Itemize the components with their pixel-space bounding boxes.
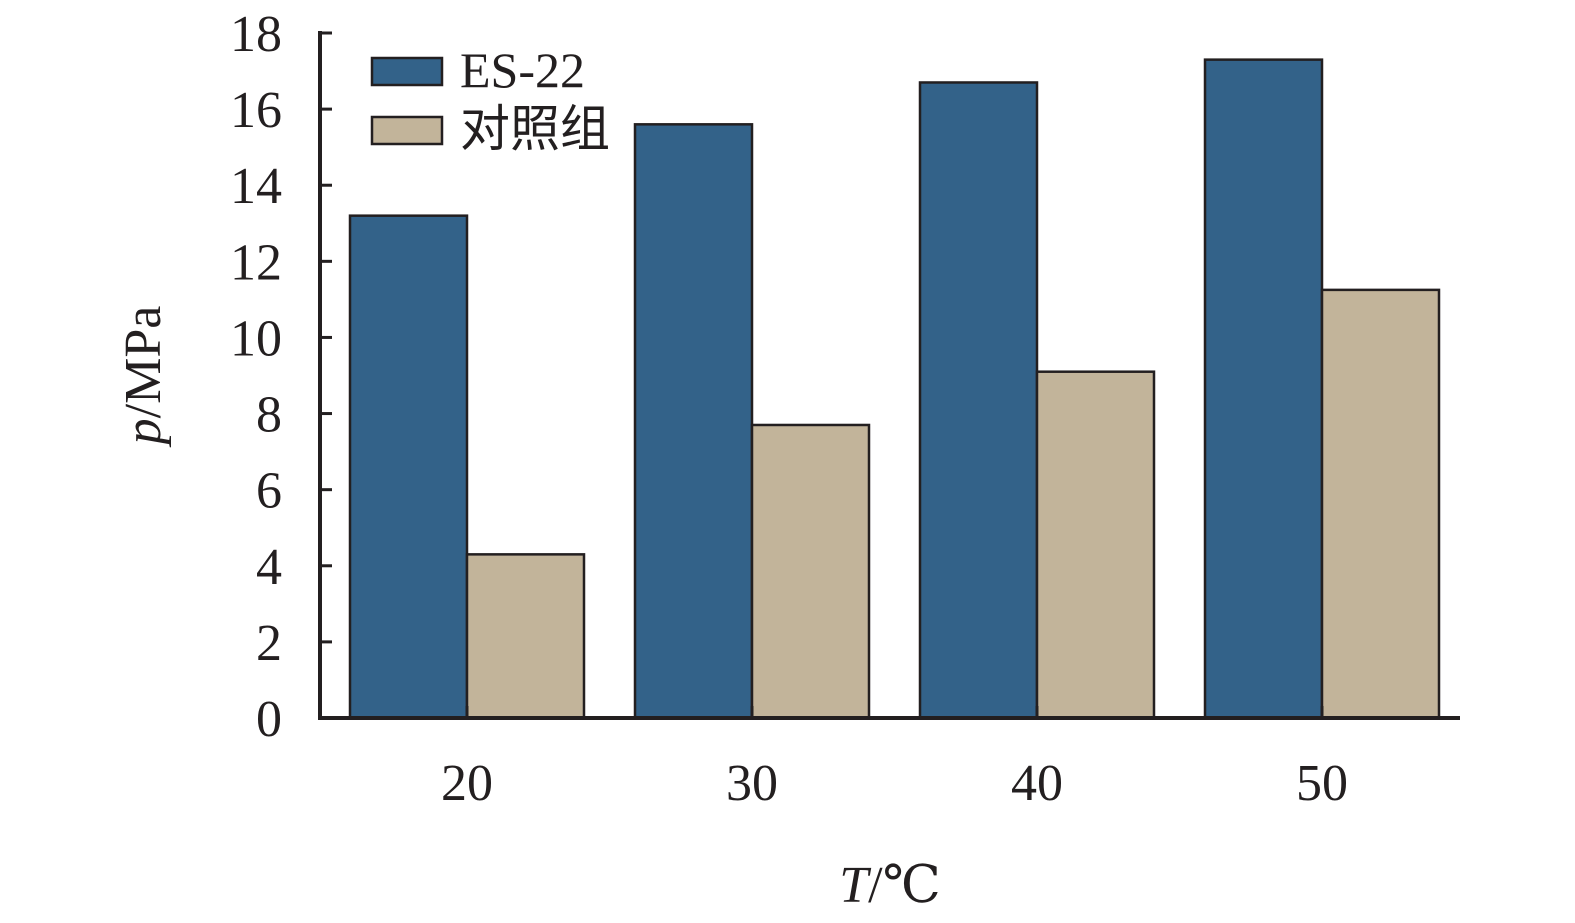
bar-control-20 — [465, 553, 586, 720]
bar-es22-50 — [1203, 58, 1324, 720]
legend-swatch-control — [370, 115, 444, 146]
legend: ES-22 对照组 — [370, 42, 610, 157]
y-tick-label-16: 16 — [230, 82, 282, 139]
x-tick-label-20: 20 — [441, 755, 493, 812]
bar-control-40 — [1035, 370, 1156, 720]
y-tick-label-6: 6 — [256, 463, 282, 520]
y-tick-label-2: 2 — [256, 615, 282, 672]
y-tick-label-0: 0 — [256, 691, 282, 748]
y-tick-label-14: 14 — [230, 158, 282, 215]
y-tick-label-4: 4 — [256, 539, 282, 596]
bar-es22-20 — [348, 214, 469, 720]
y-tick-label-12: 12 — [230, 234, 282, 291]
bar-es22-30 — [633, 123, 754, 720]
bars-group — [348, 58, 1441, 720]
x-tick-label-50: 50 — [1296, 755, 1348, 812]
y-tick-label-18: 18 — [230, 6, 282, 63]
y-ticks-group: 0 2 4 6 8 10 12 14 16 18 — [230, 6, 332, 748]
bar-es22-40 — [918, 81, 1039, 720]
y-tick-label-8: 8 — [256, 387, 282, 444]
axes-group — [318, 31, 1460, 720]
y-tick-label-10: 10 — [230, 310, 282, 367]
legend-swatch-es22 — [370, 56, 444, 87]
y-axis-title: p/MPa — [115, 306, 172, 449]
x-tick-label-40: 40 — [1011, 755, 1063, 812]
bar-control-50 — [1320, 288, 1441, 720]
bar-control-30 — [750, 423, 871, 720]
x-tick-label-30: 30 — [726, 755, 778, 812]
x-ticks-group: 20 30 40 50 — [441, 706, 1348, 812]
legend-label-control: 对照组 — [460, 101, 610, 157]
x-axis-title: T/℃ — [839, 857, 941, 914]
legend-label-es22: ES-22 — [460, 42, 585, 98]
